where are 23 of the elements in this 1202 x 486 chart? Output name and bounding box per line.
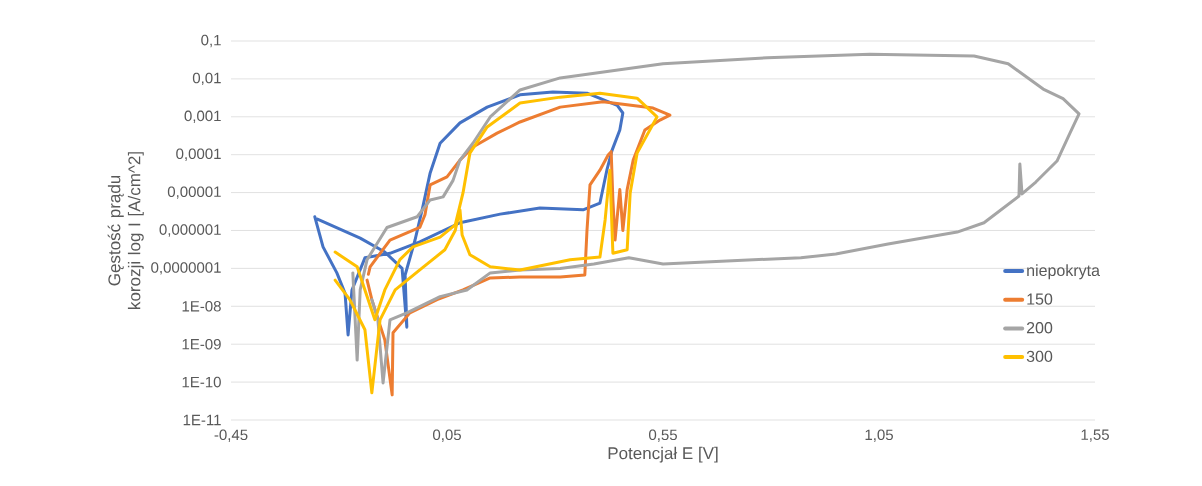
y-tick-label: 0,0001 <box>176 148 221 161</box>
y-tick-label: 0,00001 <box>167 186 221 199</box>
x-axis-title: Potencjał E [V] <box>608 446 718 463</box>
y-tick-label: 0,01 <box>192 72 221 86</box>
x-tick-label: 1,05 <box>865 429 893 442</box>
y-tick-label: 0,001 <box>184 110 221 123</box>
y-axis-title: Gęstość prądu korozji log I [A/cm^2] <box>107 152 144 309</box>
x-tick-label: -0,45 <box>214 429 248 442</box>
y-tick-label: 1E-10 <box>182 376 221 388</box>
legend-label: 200 <box>1026 322 1053 334</box>
y-tick-label: 0,1 <box>201 34 221 48</box>
x-tick-label: 0,55 <box>649 429 677 442</box>
legend-label: niepokryta <box>1027 264 1100 280</box>
y-tick-label: 0,0000001 <box>151 262 221 275</box>
legend-label: 150 <box>1027 293 1053 305</box>
y-tick-label: 0,000001 <box>159 224 221 237</box>
y-tick-label: 1E-09 <box>182 338 221 350</box>
y-tick-label: 1E-08 <box>182 300 221 312</box>
y-tick-label: 1E-11 <box>183 414 221 426</box>
line-series <box>333 91 659 395</box>
x-tick-label: 1,55 <box>1081 429 1109 442</box>
legend-label: 300 <box>1026 350 1053 363</box>
x-tick-label: 0,05 <box>433 429 461 442</box>
